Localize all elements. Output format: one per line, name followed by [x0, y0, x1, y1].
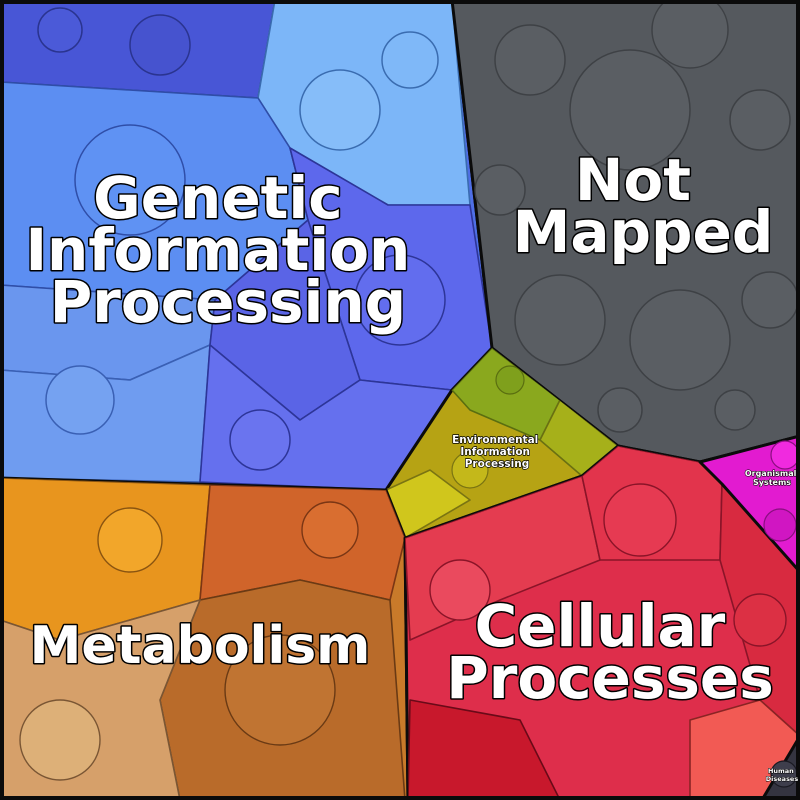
label-line: Information	[460, 446, 530, 458]
sub-cell	[299, 69, 381, 151]
sub-cell	[603, 483, 677, 557]
sub-cell	[494, 24, 566, 96]
label-line: Processes	[446, 644, 774, 712]
label-line: Organismal	[745, 469, 797, 478]
sub-cell	[301, 501, 359, 559]
sub-cell	[354, 254, 446, 346]
sub-cell	[45, 365, 115, 435]
sub-cell	[37, 7, 83, 53]
region-genetic[interactable]	[0, 0, 494, 492]
label-line: Genetic	[93, 164, 343, 232]
label-not-mapped: Not Mapped	[513, 146, 774, 266]
sub-cell	[714, 389, 756, 431]
label-line: Processing	[50, 268, 406, 336]
sub-cell	[224, 634, 336, 746]
label-line: Mapped	[513, 198, 774, 266]
sub-cell	[129, 14, 191, 76]
sub-cell	[514, 274, 606, 366]
label-line: Human	[768, 767, 794, 775]
label-line: Information	[25, 216, 410, 284]
sub-cell	[229, 409, 291, 471]
label-environmental: Environmental Information Processing	[452, 434, 542, 470]
label-line: Environmental	[452, 434, 538, 446]
label-organismal: Organismal Systems	[745, 469, 799, 487]
region-metabolism[interactable]	[0, 476, 410, 800]
sub-cell	[763, 508, 797, 542]
label-genetic: Genetic Information Processing	[25, 164, 430, 336]
region-cellular[interactable]	[403, 444, 800, 800]
sub-cell	[770, 440, 800, 470]
sub-cell	[97, 507, 163, 573]
sub-cell	[74, 124, 186, 236]
sub-cell	[651, 0, 729, 69]
sub-cell	[407, 699, 561, 800]
label-line: Processing	[465, 458, 530, 470]
label-line: Not	[575, 146, 691, 214]
sub-cell	[495, 365, 525, 395]
sub-cell	[629, 289, 731, 391]
region-not-mapped[interactable]	[450, 0, 800, 464]
label-line: Cellular	[475, 592, 726, 660]
label-human-diseases: Human Diseases	[766, 767, 799, 783]
sub-cell	[733, 593, 787, 647]
label-line: Diseases	[766, 775, 799, 783]
sub-cell	[381, 31, 439, 89]
sub-cell	[429, 559, 491, 621]
label-cellular: Cellular Processes	[446, 592, 774, 712]
sub-cell	[569, 49, 691, 171]
sub-cell	[597, 387, 643, 433]
sub-cell	[474, 164, 526, 216]
sub-cell	[451, 451, 489, 489]
label-line: Metabolism	[30, 616, 371, 676]
label-metabolism: Metabolism	[30, 616, 371, 676]
sub-cell	[19, 699, 101, 781]
label-line: Systems	[753, 478, 791, 487]
sub-cell	[729, 89, 791, 151]
sub-cell	[741, 271, 799, 329]
